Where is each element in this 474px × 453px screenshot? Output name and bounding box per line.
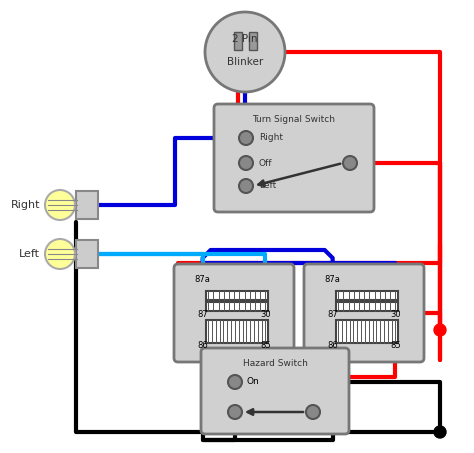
Text: Right: Right: [10, 200, 40, 210]
Text: On: On: [247, 377, 260, 386]
Bar: [336, 302, 398, 311]
Circle shape: [45, 190, 75, 220]
FancyBboxPatch shape: [174, 264, 294, 362]
Text: Hazard Switch: Hazard Switch: [243, 360, 308, 368]
Bar: [76, 240, 98, 268]
Text: 85: 85: [390, 342, 401, 351]
Text: 30: 30: [260, 310, 271, 319]
Circle shape: [239, 179, 253, 193]
Circle shape: [343, 156, 357, 170]
Text: 86: 86: [327, 342, 338, 351]
Text: 85: 85: [260, 342, 271, 351]
Circle shape: [239, 156, 253, 170]
Text: 87: 87: [327, 310, 338, 319]
Text: Right: Right: [259, 134, 283, 143]
Bar: [336, 320, 398, 343]
Text: 86: 86: [197, 342, 208, 351]
Text: 2 Pin: 2 Pin: [232, 34, 258, 44]
Text: Off: Off: [259, 159, 273, 168]
FancyBboxPatch shape: [214, 104, 374, 212]
Text: 30: 30: [390, 310, 401, 319]
Text: Turn Signal Switch: Turn Signal Switch: [253, 115, 336, 124]
Text: Left: Left: [19, 249, 40, 259]
Circle shape: [228, 375, 242, 389]
Circle shape: [434, 426, 446, 438]
Text: 87a: 87a: [195, 275, 210, 284]
Text: 87a: 87a: [325, 275, 341, 284]
Circle shape: [228, 405, 242, 419]
Circle shape: [239, 131, 253, 145]
Text: 87: 87: [197, 310, 208, 319]
Bar: [206, 290, 268, 299]
Bar: [249, 32, 257, 50]
Circle shape: [45, 239, 75, 269]
Text: Left: Left: [259, 182, 276, 191]
Text: Blinker: Blinker: [227, 57, 263, 67]
Bar: [76, 191, 98, 219]
Circle shape: [306, 405, 320, 419]
Bar: [206, 320, 268, 343]
Circle shape: [205, 12, 285, 92]
FancyBboxPatch shape: [304, 264, 424, 362]
FancyBboxPatch shape: [201, 348, 349, 434]
Bar: [234, 32, 242, 50]
Bar: [336, 290, 398, 299]
Circle shape: [434, 324, 446, 336]
Bar: [206, 302, 268, 311]
